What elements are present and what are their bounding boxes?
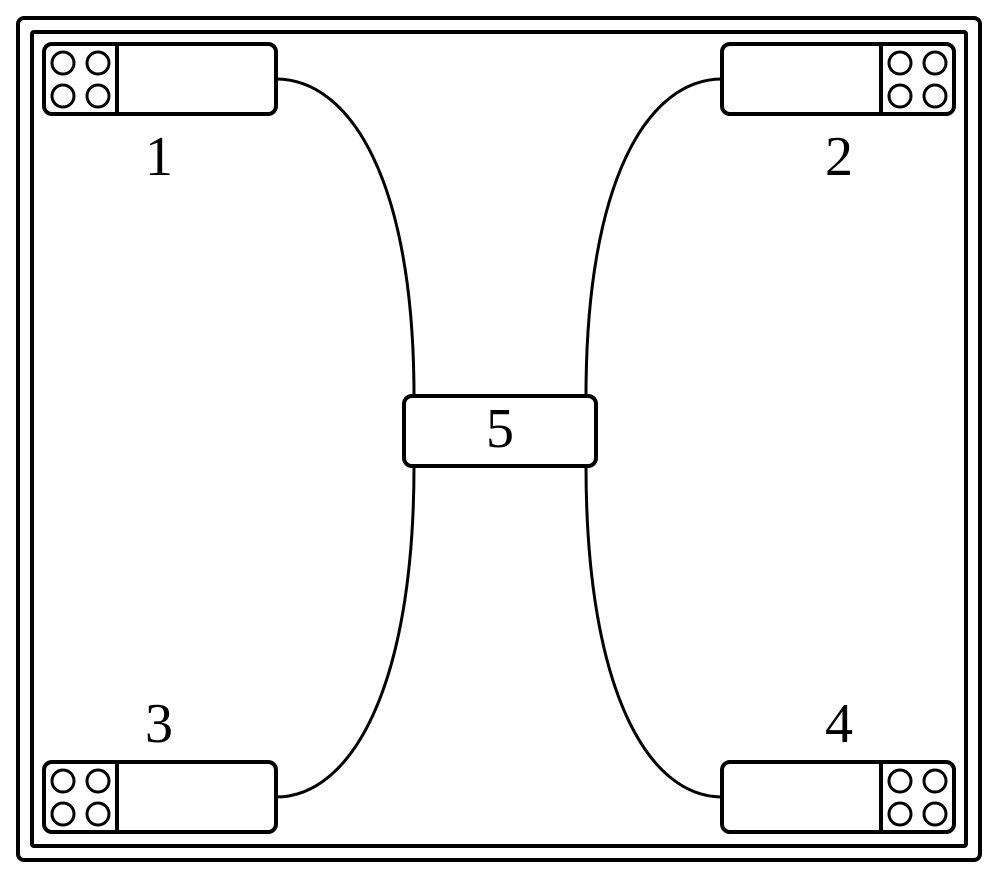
- node-box-node4: [722, 762, 954, 832]
- node-label-node3: 3: [145, 692, 173, 756]
- node-node1: [44, 44, 276, 114]
- node-node2: [722, 44, 954, 114]
- node-node4: [722, 762, 954, 832]
- node-label-node2: 2: [825, 125, 853, 189]
- node-label-node5: 5: [486, 397, 514, 461]
- node-box-node2: [722, 44, 954, 114]
- node-box-node3: [44, 762, 276, 832]
- node-label-node4: 4: [825, 692, 853, 756]
- edge-node2-node5: [586, 79, 722, 396]
- node-node3: [44, 762, 276, 832]
- node-box-node1: [44, 44, 276, 114]
- node-label-node1: 1: [145, 125, 173, 189]
- edge-node3-node5: [276, 466, 414, 797]
- diagram-container: 1 2 3 4 5: [0, 0, 1000, 882]
- edge-node4-node5: [586, 466, 722, 797]
- edge-node1-node5: [276, 79, 414, 396]
